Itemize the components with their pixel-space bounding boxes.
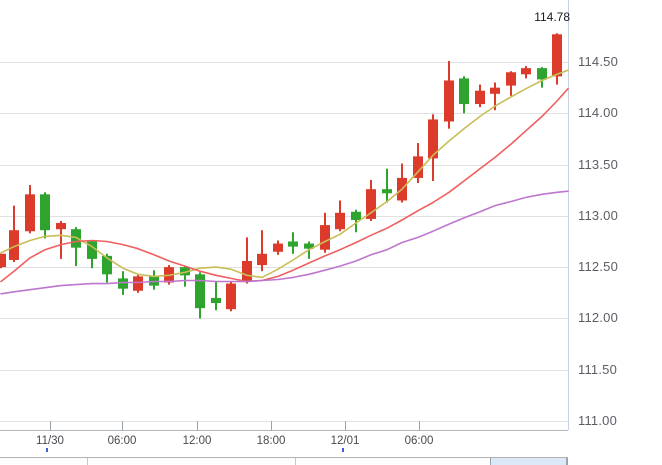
ma-fast-yellow xyxy=(0,69,569,279)
candle-wick xyxy=(355,209,357,233)
candle-up xyxy=(444,80,454,122)
candle-up xyxy=(257,253,267,266)
candle-down xyxy=(180,267,190,276)
day-boundary-marker xyxy=(46,448,48,452)
candle-down xyxy=(351,211,361,220)
navigator-cell-border xyxy=(295,458,296,465)
candle-up xyxy=(335,212,345,230)
y-axis-label: 111.50 xyxy=(578,361,618,377)
y-axis-label: 114.50 xyxy=(578,54,618,69)
candle-down xyxy=(211,297,221,304)
candle-down xyxy=(118,278,128,289)
y-axis-label: 111.00 xyxy=(578,413,618,428)
x-axis-label: 11/30 xyxy=(36,435,64,447)
candle-down xyxy=(304,243,314,249)
candle-down xyxy=(382,189,392,194)
candle-up xyxy=(9,230,19,260)
candle-down xyxy=(288,241,298,247)
x-axis-label: 06:00 xyxy=(404,435,434,447)
candle-up xyxy=(552,34,562,77)
candle-up xyxy=(242,260,252,282)
candle-down xyxy=(71,229,81,248)
ma-mid-red xyxy=(0,87,569,283)
candle-wick xyxy=(215,281,217,311)
candle-up xyxy=(490,87,500,94)
y-axis-label: 114.00 xyxy=(578,105,618,121)
y-axis-label: 113.00 xyxy=(578,207,618,223)
candle-up xyxy=(366,189,376,219)
x-axis-label: 12:00 xyxy=(182,435,212,447)
candle-up xyxy=(413,156,423,178)
candle-up xyxy=(25,194,35,232)
candle-wick xyxy=(386,168,388,203)
candle-down xyxy=(40,194,50,231)
candle-up xyxy=(521,68,531,75)
candle-up xyxy=(273,243,283,252)
candle-up xyxy=(0,253,6,268)
y-axis-label: 112.00 xyxy=(578,310,618,326)
candle-down xyxy=(102,255,112,275)
candle-down xyxy=(87,241,97,259)
candle-wick xyxy=(494,82,496,111)
candle-up xyxy=(428,119,438,159)
candle-up xyxy=(506,72,516,86)
candle-down xyxy=(537,68,547,80)
candle-up xyxy=(133,276,143,291)
navigator-cell-border xyxy=(87,458,88,465)
candle-wick xyxy=(246,237,248,284)
x-axis-label: 06:00 xyxy=(107,435,137,447)
day-boundary-marker xyxy=(342,448,344,452)
navigator-strip[interactable] xyxy=(0,457,568,465)
candle-down xyxy=(195,274,205,309)
y-axis-label: 113.50 xyxy=(578,156,618,172)
ma-slow-purple xyxy=(0,190,569,295)
x-axis-label: 12/01 xyxy=(330,435,360,447)
candle-down xyxy=(459,78,469,105)
candle-up xyxy=(56,223,66,230)
candle-up xyxy=(226,283,236,310)
last-price-label: 114.78 xyxy=(534,10,570,24)
navigator-selected-range[interactable] xyxy=(490,458,568,465)
y-axis-label: 112.50 xyxy=(578,259,618,275)
candle-up xyxy=(320,225,330,250)
candle-up xyxy=(475,90,485,105)
x-axis-label: 18:00 xyxy=(256,435,286,447)
candle-wick xyxy=(60,220,62,259)
candle-wick xyxy=(261,230,263,272)
candle-wick xyxy=(184,266,186,287)
